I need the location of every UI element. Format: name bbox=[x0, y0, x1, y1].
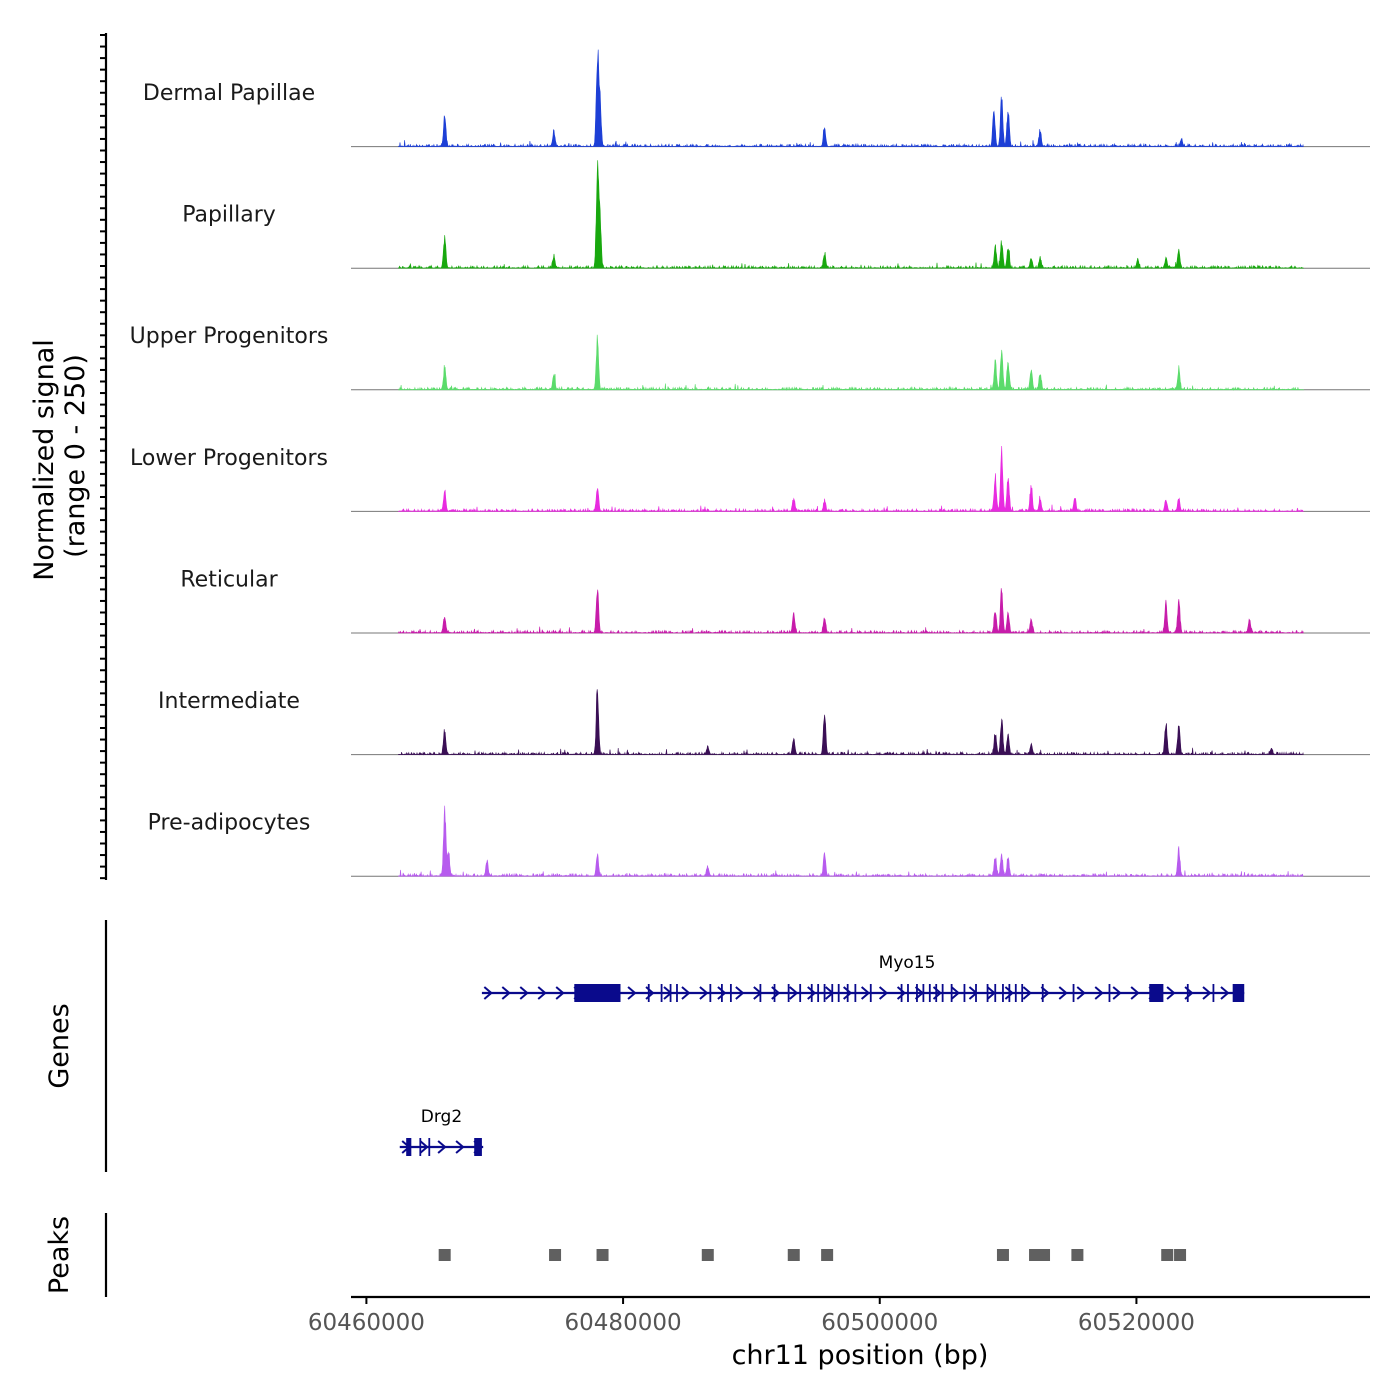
strand-arrow bbox=[789, 986, 799, 1000]
strand-arrow bbox=[1130, 986, 1140, 1000]
signal-ylabel-line2: (range 0 - 250) bbox=[60, 354, 91, 558]
strand-arrow bbox=[555, 986, 565, 1000]
peak-mark bbox=[596, 1249, 609, 1261]
strand-arrow bbox=[807, 986, 817, 1000]
gene-label: Myo15 bbox=[879, 953, 936, 973]
strand-arrow bbox=[627, 986, 637, 1000]
coding-block bbox=[474, 1138, 482, 1156]
signal-track: Reticular bbox=[180, 567, 1370, 635]
signal-track: Pre-adipocytes bbox=[148, 805, 1370, 878]
strand-arrow bbox=[1166, 986, 1176, 1000]
track-label: Intermediate bbox=[158, 689, 300, 714]
peak-mark bbox=[821, 1249, 834, 1261]
signal-area bbox=[398, 689, 1304, 756]
strand-arrow bbox=[735, 986, 745, 1000]
signal-track: Dermal Papillae bbox=[143, 49, 1370, 148]
strand-arrow bbox=[860, 986, 871, 1000]
signal-tracks: Dermal Papillae Papillary Upper Progenitor… bbox=[130, 49, 1370, 878]
strand-arrow bbox=[1022, 986, 1032, 1000]
strand-arrow bbox=[1076, 986, 1086, 1000]
strand-arrow bbox=[1220, 986, 1230, 1000]
x-tick-label: 60480000 bbox=[565, 1310, 682, 1336]
strand-arrow bbox=[419, 1140, 429, 1154]
strand-arrow bbox=[1112, 986, 1122, 1000]
peak-mark bbox=[549, 1249, 562, 1261]
strand-arrow bbox=[843, 986, 853, 1000]
peak-mark bbox=[1038, 1249, 1051, 1261]
strand-arrow bbox=[501, 986, 511, 1000]
coding-block bbox=[574, 984, 621, 1002]
signal-ylabel-line1: Normalized signal bbox=[29, 339, 60, 581]
strand-arrow bbox=[950, 986, 961, 1000]
x-axis-ticks: 60460000 60480000 60500000 60520000 bbox=[308, 1297, 1195, 1336]
strand-arrow bbox=[1202, 986, 1212, 1000]
track-label: Papillary bbox=[182, 203, 276, 228]
x-tick-label: 60520000 bbox=[1078, 1310, 1195, 1336]
track-label: Pre-adipocytes bbox=[148, 811, 311, 836]
strand-arrow bbox=[519, 986, 529, 1000]
coding-block bbox=[406, 1138, 412, 1156]
signal-track: Lower Progenitors bbox=[130, 445, 1370, 513]
signal-area bbox=[398, 160, 1304, 270]
peak-mark bbox=[701, 1249, 714, 1261]
signal-area bbox=[398, 588, 1304, 635]
strand-arrow bbox=[1004, 986, 1014, 1000]
strand-arrow bbox=[483, 986, 493, 1000]
signal-track: Intermediate bbox=[158, 689, 1370, 756]
track-label: Lower Progenitors bbox=[130, 446, 328, 471]
peak-mark bbox=[996, 1249, 1009, 1261]
coding-block bbox=[1149, 984, 1164, 1002]
peak-mark bbox=[787, 1249, 800, 1261]
strand-arrow bbox=[896, 986, 907, 1000]
peaks-panel bbox=[438, 1249, 1187, 1261]
x-tick-label: 60500000 bbox=[821, 1310, 938, 1336]
signal-area bbox=[398, 49, 1304, 148]
track-label: Reticular bbox=[180, 567, 278, 592]
strand-arrow bbox=[1040, 986, 1050, 1000]
x-axis-title: chr11 position (bp) bbox=[732, 1340, 989, 1371]
signal-area bbox=[398, 445, 1304, 513]
strand-arrow bbox=[699, 986, 709, 1000]
peak-mark bbox=[1071, 1249, 1084, 1261]
strand-arrow bbox=[717, 986, 727, 1000]
coding-block bbox=[1232, 984, 1245, 1002]
peak-mark bbox=[1161, 1249, 1174, 1261]
signal-area bbox=[398, 805, 1304, 878]
track-label: Upper Progenitors bbox=[130, 324, 329, 349]
peaks-panel-label: Peaks bbox=[44, 1216, 75, 1294]
gene-model: Myo15 bbox=[481, 953, 1245, 1002]
strand-arrow bbox=[1094, 986, 1104, 1000]
signal-y-axis-ticks bbox=[100, 34, 106, 880]
gene-label: Drg2 bbox=[421, 1107, 462, 1127]
strand-arrow bbox=[537, 986, 547, 1000]
genes-panel-label: Genes bbox=[44, 1003, 75, 1088]
peak-mark bbox=[1174, 1249, 1187, 1261]
strand-arrow bbox=[878, 986, 889, 1000]
strand-arrow bbox=[455, 1140, 465, 1154]
x-tick-label: 60460000 bbox=[308, 1310, 425, 1336]
strand-arrow bbox=[437, 1140, 447, 1154]
strand-arrow bbox=[681, 986, 691, 1000]
track-label: Dermal Papillae bbox=[143, 81, 315, 106]
signal-track: Papillary bbox=[182, 160, 1370, 270]
signal-track: Upper Progenitors bbox=[130, 324, 1370, 391]
genes-panel: Myo15 Drg2 bbox=[399, 953, 1245, 1156]
strand-arrow bbox=[1058, 986, 1068, 1000]
peak-mark bbox=[438, 1249, 451, 1261]
signal-area bbox=[397, 334, 1305, 391]
gene-model: Drg2 bbox=[399, 1107, 484, 1156]
